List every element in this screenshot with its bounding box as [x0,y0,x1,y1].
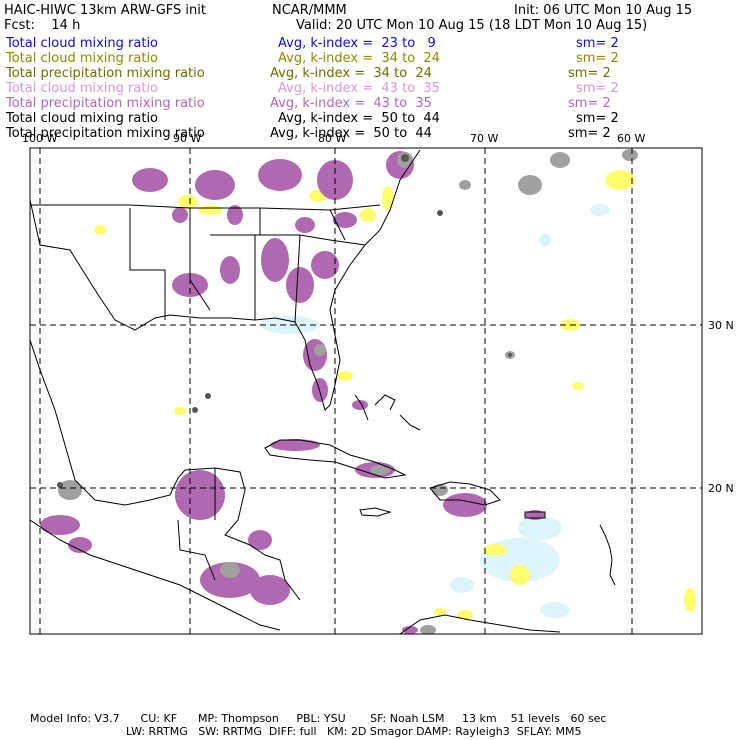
field-name: Total cloud mixing ratio [6,51,159,66]
field-name: Total precipitation mixing ratio [6,66,205,81]
field-avg: Avg, k-index = 50 to 44 [278,111,440,126]
lon-label: 100 W [22,132,57,145]
lat-label: 30 N [708,319,734,332]
cloud-shading [30,148,702,634]
lon-label: 80 W [318,132,346,145]
field-sm: sm= 2 [568,96,611,111]
lat-label: 20 N [708,482,734,495]
field-name: Total cloud mixing ratio [6,111,159,126]
model-info-line1: Model Info: V3.7 CU: KF MP: Thompson PBL… [30,712,607,725]
field-name: Total precipitation mixing ratio [6,126,205,141]
field-avg: Avg, k-index = 34 to 24 [270,66,432,81]
model-info-line2: LW: RRTMG SW: RRTMG DIFF: full KM: 2D Sm… [126,725,582,738]
init-time: Init: 06 UTC Mon 10 Aug 15 [514,3,693,18]
field-sm: sm= 2 [576,81,619,96]
field-name: Total precipitation mixing ratio [6,96,205,111]
gray-cloud-areas [58,149,638,634]
coastlines [30,149,616,634]
map-border [29,147,703,635]
field-name: Total cloud mixing ratio [6,81,159,96]
field-avg: Avg, k-index = 43 to 35 [270,96,432,111]
field-avg: Avg, k-index = 43 to 35 [278,81,440,96]
field-sm: sm= 2 [576,36,619,51]
map-frame [30,148,702,634]
valid-time: Valid: 20 UTC Mon 10 Aug 15 (18 LDT Mon … [296,18,648,33]
field-sm: sm= 2 [568,126,611,141]
institution: NCAR/MMM [272,3,347,18]
field-name: Total cloud mixing ratio [6,36,159,51]
model-title: HAIC-HIWC 13km ARW-GFS init [4,3,206,18]
field-sm: sm= 2 [576,51,619,66]
lon-label: 70 W [470,132,498,145]
field-avg: Avg, k-index = 34 to 24 [278,51,440,66]
forecast-hour: Fcst: 14 h [4,18,81,33]
dark-cores [57,154,512,488]
lon-label: 60 W [617,132,645,145]
field-sm: sm= 2 [568,66,611,81]
field-avg: Avg, k-index = 23 to 9 [278,36,436,51]
lon-label: 90 W [173,132,201,145]
field-sm: sm= 2 [576,111,619,126]
field-avg: Avg, k-index = 50 to 44 [270,126,432,141]
lat-lon-grid [30,148,702,634]
